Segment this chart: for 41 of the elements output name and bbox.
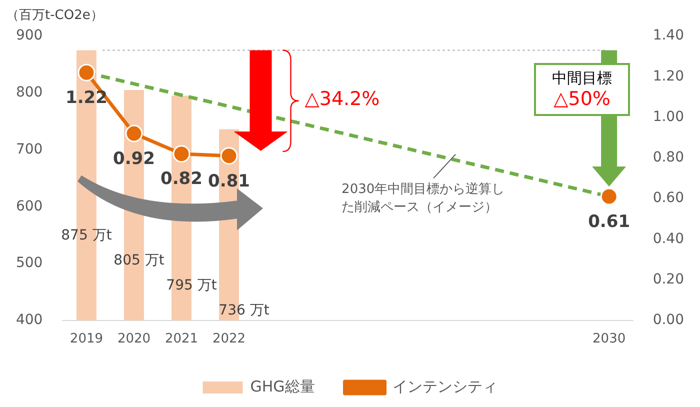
y-tick-label: 500: [16, 255, 43, 272]
point: [172, 145, 190, 163]
legend-label: GHG総量: [250, 377, 315, 396]
point: [78, 64, 96, 82]
annotation: 2030年中間目標から逆算した削減ペース（イメージ）: [342, 181, 506, 218]
x-tick-label: 2019: [70, 332, 104, 347]
x-tick-label: 2022: [212, 332, 246, 347]
label-box: 中間目標 △50%: [534, 62, 630, 116]
data-label: 0.82: [160, 169, 202, 190]
data-label: 875 万t: [61, 228, 112, 244]
x-tick-label: 2020: [117, 332, 151, 347]
y2-tick-label: 1.20: [652, 68, 684, 84]
point: [125, 124, 143, 142]
legend-label: インテンシティ: [392, 377, 498, 396]
data-label: 805 万t: [114, 252, 165, 269]
data-label: 0.81: [208, 171, 250, 192]
data-label: 0.61: [588, 212, 630, 232]
x-tick-label: 2021: [164, 332, 198, 347]
annotation: △50%: [552, 88, 612, 110]
annotation: 中間目標: [551, 68, 614, 88]
y-tick-label: 600: [16, 198, 43, 214]
y2-tick-label: 0.20: [652, 271, 684, 288]
y-tick-label: 900: [16, 28, 43, 44]
y2-tick-label: 1.00: [652, 108, 684, 125]
data-label: 1.22: [66, 88, 108, 108]
y2-tick-label: 1.40: [652, 28, 684, 44]
y2-tick-label: 0.60: [652, 190, 684, 206]
point: [600, 188, 618, 206]
x-tick-label: 2030: [592, 332, 626, 347]
data-label: 795 万t: [166, 278, 218, 294]
y-tick-label: 400: [16, 312, 43, 328]
y-tick-label: 800: [16, 84, 43, 101]
y2-tick-label: 0.00: [652, 312, 684, 328]
y2-tick-label: 0.40: [652, 230, 684, 247]
annotation: △34.2%: [304, 88, 380, 110]
y-axis-title: （百万t-CO2e）: [6, 7, 104, 24]
y-tick-label: 700: [16, 141, 43, 158]
point: [220, 147, 238, 165]
y2-tick-label: 0.80: [652, 150, 684, 166]
data-label: 736 万t: [218, 302, 270, 319]
data-label: 0.92: [113, 148, 155, 169]
